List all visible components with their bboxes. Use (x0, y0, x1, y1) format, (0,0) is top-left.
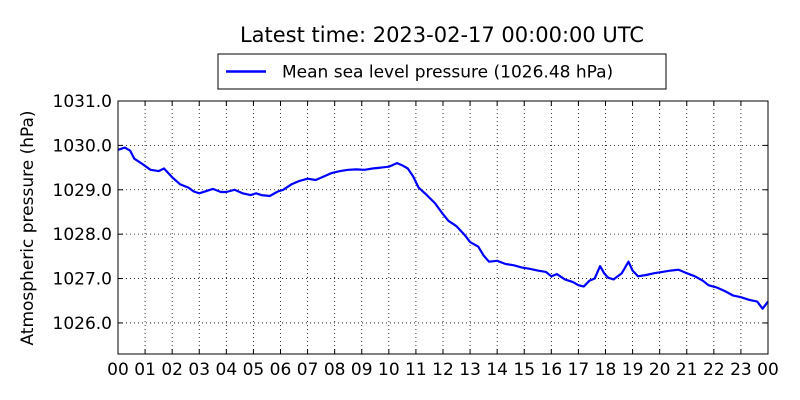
x-tick-label: 06 (270, 360, 292, 380)
series-layer (117, 146, 769, 310)
x-tick-label: 08 (324, 360, 346, 380)
series-line-0 (117, 146, 769, 310)
x-tick-label: 07 (297, 360, 319, 380)
x-tick-label: 19 (622, 360, 644, 380)
x-tick-label: 14 (486, 360, 508, 380)
x-tick-label: 05 (243, 360, 265, 380)
x-tick-label: 18 (595, 360, 617, 380)
x-tick-label: 17 (568, 360, 590, 380)
y-tick-label: 1026.0 (53, 314, 112, 334)
x-tick-label: 20 (649, 360, 671, 380)
x-tick-label: 21 (676, 360, 698, 380)
y-tick-label: 1029.0 (53, 181, 112, 201)
x-tick-label: 02 (161, 360, 183, 380)
plot-frame (117, 100, 769, 355)
legend-box (217, 53, 667, 90)
chart-title: Latest time: 2023-02-17 00:00:00 UTC (240, 23, 644, 47)
grid (118, 101, 768, 354)
y-tick-label: 1027.0 (53, 270, 112, 290)
y-axis-label: Atmospheric pressure (hPa) (18, 110, 38, 345)
x-tick-label: 04 (216, 360, 238, 380)
x-tick-label: 09 (351, 360, 373, 380)
x-tick-label: 12 (432, 360, 454, 380)
y-tick-label: 1028.0 (53, 225, 112, 245)
x-tick-label: 03 (188, 360, 210, 380)
x-tick-label: 23 (730, 360, 752, 380)
x-tick-label: 11 (405, 360, 427, 380)
x-tick-label: 15 (513, 360, 535, 380)
y-tick-label: 1030.0 (53, 136, 112, 156)
y-tick-label: 1031.0 (53, 92, 112, 112)
x-tick-label: 13 (459, 360, 481, 380)
legend-label: Mean sea level pressure (1026.48 hPa) (282, 63, 613, 83)
x-tick-label: 01 (134, 360, 156, 380)
legend: Mean sea level pressure (1026.48 hPa) (217, 53, 667, 90)
x-tick-label: 00 (107, 360, 129, 380)
x-tick-label: 10 (378, 360, 400, 380)
x-tick-label: 22 (703, 360, 725, 380)
x-tick-label: 00 (757, 360, 779, 380)
x-tick-label: 16 (541, 360, 563, 380)
ticks: 00 01 02 03 04 05 06 07 08 09 10 11 12 13 14 15 16 17 18 19… (53, 92, 779, 380)
